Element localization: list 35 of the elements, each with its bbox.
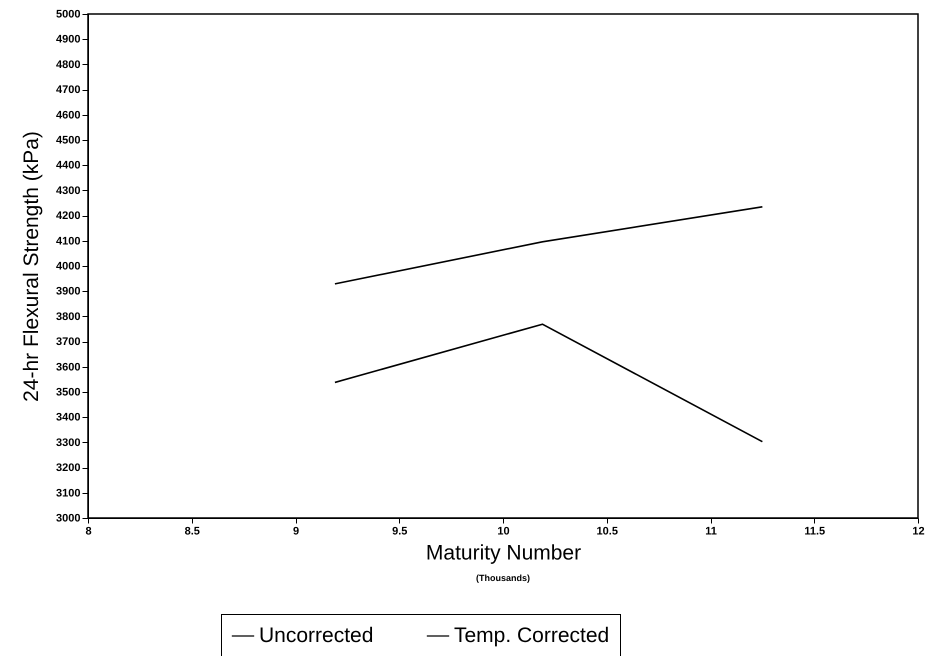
x-tick-label: 12	[912, 526, 925, 538]
x-tick-label: 11.5	[804, 526, 826, 538]
x-tick-label: 8.5	[184, 526, 200, 538]
x-tick-label: 11	[705, 526, 717, 538]
x-axis-title: Maturity Number	[426, 542, 582, 564]
y-tick-label: 3900	[56, 286, 80, 298]
y-axis-title: 24-hr Flexural Strength (kPa)	[20, 131, 44, 402]
y-tick-label: 4500	[56, 134, 80, 146]
y-tick-label: 4800	[56, 58, 80, 71]
x-tick-label: 10	[497, 526, 510, 538]
y-tick-label: 4900	[56, 34, 80, 46]
x-tick-label: 10.5	[596, 526, 618, 538]
y-tick-label: 3800	[56, 310, 80, 323]
x-tick-label: 9	[292, 526, 300, 538]
y-tick-label: 4200	[56, 210, 80, 222]
y-tick-label: 4100	[56, 235, 80, 248]
y-tick-label: 4000	[56, 260, 80, 272]
y-tick-label: 3000	[56, 512, 80, 524]
y-tick-label: 4600	[56, 109, 80, 122]
y-tick-label: 3600	[56, 361, 80, 374]
y-tick-label: 3100	[56, 487, 80, 500]
y-tick-label: 3500	[56, 386, 80, 398]
x-tick-label: 9.5	[392, 526, 408, 538]
y-tick-label: 3400	[56, 412, 80, 424]
y-tick-label: 5000	[56, 8, 80, 20]
x-tick-label: 8	[85, 526, 92, 538]
y-tick-label: 3300	[56, 436, 80, 449]
legend-label: Uncorrected	[259, 624, 374, 647]
y-tick-label: 4300	[56, 184, 80, 197]
y-tick-label: 3200	[56, 462, 80, 474]
y-tick-label: 4700	[56, 84, 80, 96]
text: (Thousands)	[476, 573, 530, 583]
y-tick-label: 3700	[56, 336, 80, 348]
y-tick-label: 4400	[56, 160, 80, 172]
legend-label: Temp. Corrected	[454, 624, 610, 647]
